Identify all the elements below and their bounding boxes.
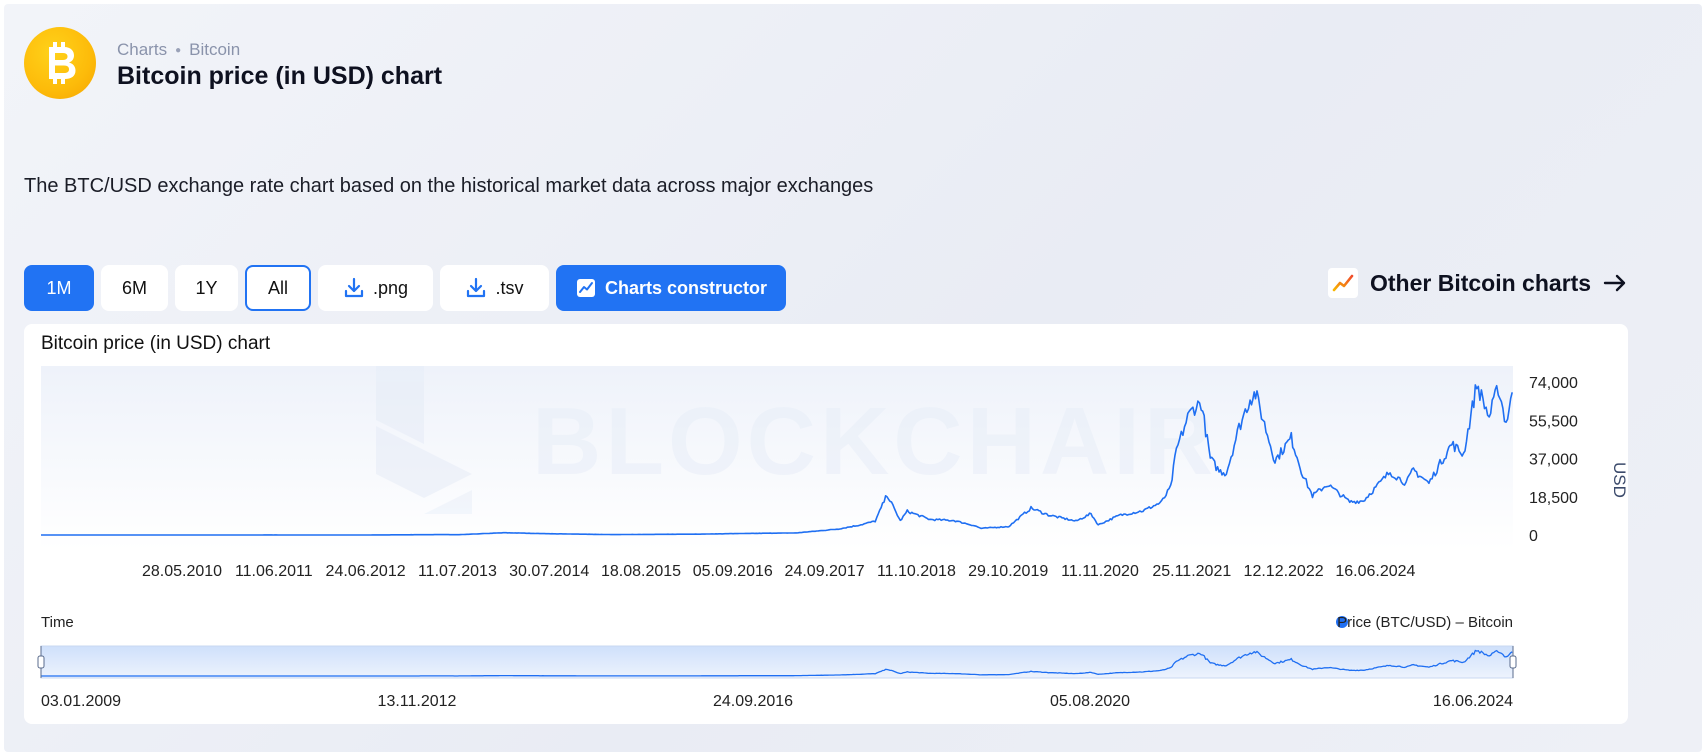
legend-label: Price (BTC/USD) – Bitcoin — [1337, 614, 1513, 631]
chart-card: Bitcoin price (in USD) chart BLOCKCHAIR … — [24, 324, 1628, 724]
page-description: The BTC/USD exchange rate chart based on… — [24, 175, 874, 197]
x-tick-label: 18.08.2015 — [601, 563, 681, 580]
download-icon — [344, 277, 364, 298]
range-button-label: 1M — [46, 277, 72, 298]
x-tick-label: 05.09.2016 — [693, 563, 773, 580]
legend-marker — [1336, 616, 1348, 628]
download-icon — [467, 277, 486, 298]
watermark-text: BLOCKCHAIR — [532, 388, 1217, 495]
bitcoin-icon — [49, 42, 76, 84]
x-tick-label: 30.07.2014 — [509, 563, 589, 580]
page: Charts ● Bitcoin Bitcoin price (in USD) … — [4, 4, 1702, 752]
x-axis-label: Time — [41, 614, 74, 631]
y-tick-label: 18,500 — [1529, 490, 1578, 507]
x-axis: 28.05.2010 11.06.2011 24.06.2012 11.07.2013… — [142, 563, 1416, 580]
x-tick-label: 28.05.2010 — [142, 563, 222, 580]
charts-constructor-button[interactable]: Charts constructor — [556, 265, 786, 311]
navigator-tick-label: 05.08.2020 — [1050, 693, 1130, 710]
other-charts-link[interactable]: Other Bitcoin charts — [1328, 266, 1627, 300]
legend[interactable]: Price (BTC/USD) – Bitcoin — [1336, 614, 1513, 631]
range-button-1y[interactable]: 1Y — [175, 265, 238, 311]
navigator-line — [41, 649, 1513, 677]
download-png-label: .png — [372, 277, 409, 298]
navigator-tick-label: 13.11.2012 — [378, 693, 457, 710]
range-button-label: All — [267, 277, 288, 298]
download-png-button[interactable]: .png — [318, 265, 433, 311]
download-tsv-button[interactable]: .tsv — [440, 265, 549, 311]
x-tick-label: 24.06.2012 — [326, 563, 406, 580]
navigator-handle-right[interactable] — [1509, 646, 1517, 678]
navigator-tick-label: 03.01.2009 — [41, 693, 121, 710]
chart-svg[interactable]: Bitcoin price (in USD) chart BLOCKCHAIR … — [24, 324, 1628, 724]
range-button-label: 6M — [121, 277, 147, 298]
x-tick-label: 25.11.2021 — [1152, 563, 1231, 580]
bitcoin-logo — [24, 27, 96, 99]
breadcrumb-item-charts[interactable]: Charts — [117, 40, 168, 59]
x-tick-label: 24.09.2017 — [785, 563, 865, 580]
x-tick-label: 11.07.2013 — [418, 563, 497, 580]
navigator-axis: 03.01.2009 13.11.2012 24.09.2016 05.08.2020… — [41, 693, 1513, 710]
series-line[interactable] — [41, 384, 1513, 536]
chart-icon — [576, 279, 595, 297]
breadcrumb-separator: ● — [175, 44, 182, 56]
range-button-all[interactable]: All — [245, 265, 311, 311]
x-tick-label: 11.11.2020 — [1061, 563, 1139, 580]
navigator-window[interactable] — [40, 645, 1514, 679]
plot-area[interactable] — [41, 366, 1513, 550]
x-tick-label: 11.06.2011 — [235, 563, 313, 580]
y-tick-label: 0 — [1529, 528, 1538, 545]
y-axis-label: USD — [1610, 462, 1628, 498]
charts-constructor-label: Charts constructor — [604, 277, 768, 298]
range-button-1m[interactable]: 1M — [24, 265, 94, 311]
breadcrumb: Charts ● Bitcoin — [117, 40, 240, 60]
watermark: BLOCKCHAIR — [376, 366, 1217, 514]
x-tick-label: 12.12.2022 — [1244, 563, 1324, 580]
y-tick-label: 37,000 — [1529, 452, 1578, 469]
y-tick-label: 74,000 — [1529, 375, 1578, 392]
y-tick-label: 55,500 — [1529, 413, 1578, 430]
arrow-right-icon — [1603, 274, 1626, 292]
x-tick-label: 29.10.2019 — [968, 563, 1048, 580]
y-axis: 0 18,500 37,000 55,500 74,000 — [1529, 375, 1578, 545]
navigator-handle-left[interactable] — [37, 646, 45, 678]
x-tick-label: 11.10.2018 — [877, 563, 956, 580]
other-charts-label: Other Bitcoin charts — [1370, 269, 1592, 296]
chart-title: Bitcoin price (in USD) chart — [41, 333, 271, 354]
page-title: Bitcoin price (in USD) chart — [117, 62, 443, 90]
range-button-6m[interactable]: 6M — [101, 265, 168, 311]
range-button-label: 1Y — [195, 277, 218, 298]
navigator-tick-label: 24.09.2016 — [713, 693, 793, 710]
breadcrumb-item-bitcoin[interactable]: Bitcoin — [189, 40, 241, 59]
download-tsv-label: .tsv — [495, 277, 524, 298]
trend-icon — [1328, 268, 1358, 298]
x-tick-label: 16.06.2024 — [1335, 563, 1415, 580]
navigator-tick-label: 16.06.2024 — [1433, 693, 1513, 710]
